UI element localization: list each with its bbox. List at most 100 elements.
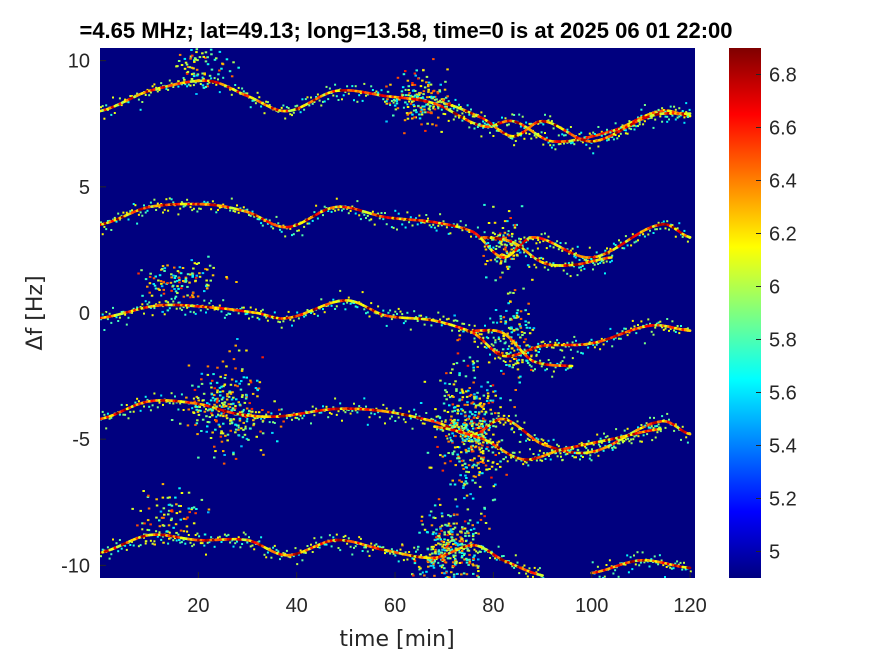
noise-pixel: [426, 103, 430, 106]
noise-pixel: [488, 468, 491, 470]
noise-pixel: [174, 275, 177, 278]
noise-pixel: [193, 388, 197, 391]
trace-halo-pixel: [511, 113, 514, 116]
trace-halo-pixel: [463, 115, 466, 118]
noise-pixel: [478, 419, 482, 422]
noise-pixel: [454, 464, 457, 467]
trace-halo-pixel: [618, 135, 620, 138]
noise-pixel: [202, 399, 205, 402]
trace-halo-pixel: [499, 357, 502, 360]
noise-pixel: [504, 322, 507, 325]
trace-halo-pixel: [661, 107, 664, 110]
noise-pixel: [454, 543, 458, 546]
trace-halo-pixel: [475, 331, 478, 334]
noise-pixel: [144, 540, 148, 543]
trace-halo-pixel: [251, 99, 254, 102]
noise-pixel: [484, 263, 487, 266]
trace-halo-pixel: [564, 262, 567, 265]
noise-pixel: [230, 75, 234, 78]
trace-halo-pixel: [662, 109, 665, 111]
noise-pixel: [433, 108, 437, 111]
noise-pixel: [494, 341, 497, 344]
trace-halo-pixel: [287, 107, 290, 110]
trace-halo-pixel: [189, 310, 192, 313]
trace-halo-pixel: [205, 311, 207, 314]
noise-pixel: [191, 275, 194, 278]
noise-pixel: [178, 266, 182, 269]
noise-pixel: [192, 267, 195, 270]
noise-pixel: [204, 60, 208, 63]
noise-pixel: [460, 580, 463, 582]
trace-halo-pixel: [432, 107, 435, 110]
noise-pixel: [492, 321, 495, 324]
trace-halo-pixel: [296, 311, 299, 314]
trace-halo-pixel: [609, 444, 612, 447]
noise-pixel: [222, 412, 225, 415]
trace-halo-pixel: [244, 313, 247, 316]
trace-halo-pixel: [182, 409, 185, 411]
trace-halo-pixel: [280, 555, 283, 558]
noise-pixel: [465, 557, 468, 560]
noise-pixel: [166, 496, 170, 499]
trace-halo-pixel: [239, 308, 242, 310]
trace-halo-pixel: [251, 410, 254, 413]
noise-pixel: [458, 374, 461, 377]
trace-halo-pixel: [592, 443, 595, 446]
trace-halo-pixel: [160, 203, 163, 205]
noise-pixel: [461, 540, 464, 543]
noise-pixel: [211, 431, 214, 434]
noise-pixel: [503, 248, 507, 251]
noise-pixel: [447, 452, 450, 454]
trace-halo-pixel: [554, 366, 557, 369]
noise-pixel: [488, 527, 491, 530]
noise-pixel: [444, 523, 447, 526]
noise-pixel: [167, 509, 171, 512]
noise-pixel: [458, 460, 461, 463]
trace-halo-pixel: [526, 437, 529, 440]
trace-halo-pixel: [425, 103, 428, 106]
noise-pixel: [190, 73, 194, 76]
trace-halo-pixel: [632, 438, 635, 441]
trace-halo-pixel: [478, 550, 481, 553]
trace-halo-pixel: [254, 411, 257, 414]
noise-pixel: [454, 554, 457, 557]
noise-pixel: [218, 69, 221, 72]
trace-halo-pixel: [430, 548, 433, 551]
noise-pixel: [453, 409, 456, 412]
trace-halo-pixel: [544, 369, 547, 372]
trace-halo-pixel: [368, 219, 371, 222]
noise-pixel: [175, 65, 178, 68]
noise-pixel: [247, 383, 251, 386]
trace-halo-pixel: [451, 426, 454, 429]
trace-halo-pixel: [583, 136, 586, 139]
noise-pixel: [163, 267, 167, 270]
noise-pixel: [465, 561, 469, 564]
trace-halo-pixel: [217, 308, 219, 311]
trace-halo-pixel: [366, 311, 369, 314]
trace-halo-pixel: [394, 209, 397, 212]
trace-halo-pixel: [246, 208, 249, 211]
noise-pixel: [196, 295, 200, 298]
noise-pixel: [472, 366, 475, 369]
trace-halo-pixel: [215, 83, 218, 86]
trace-halo-pixel: [260, 222, 263, 225]
noise-pixel: [482, 417, 485, 420]
noise-pixel: [487, 402, 491, 405]
trace-halo-pixel: [406, 211, 409, 214]
noise-pixel: [224, 434, 227, 437]
trace-halo-pixel: [448, 433, 451, 436]
trace-halo-pixel: [170, 82, 173, 85]
noise-pixel: [472, 556, 475, 559]
noise-pixel: [512, 257, 515, 260]
trace-halo-pixel: [229, 209, 232, 212]
trace-halo-pixel: [463, 426, 466, 429]
noise-pixel: [448, 424, 452, 427]
noise-pixel: [472, 557, 475, 560]
trace-halo-pixel: [624, 438, 627, 441]
noise-pixel: [225, 398, 229, 401]
trace-halo-pixel: [588, 147, 591, 150]
trace-halo-pixel: [642, 434, 645, 437]
trace-halo-pixel: [415, 316, 417, 319]
noise-pixel: [213, 403, 216, 406]
trace-halo-pixel: [432, 418, 435, 421]
